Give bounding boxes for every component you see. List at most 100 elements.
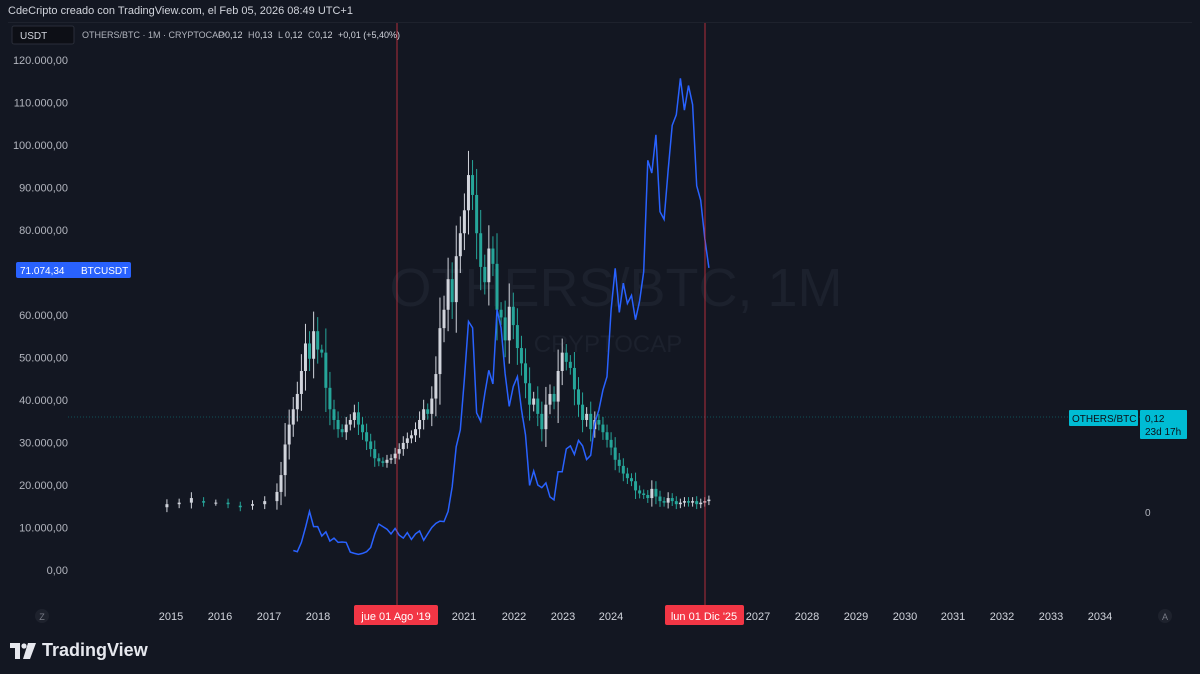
others-candle-body-110 bbox=[687, 501, 691, 503]
time-axis-year-2034: 2034 bbox=[1088, 611, 1112, 623]
time-axis-year-2027: 2027 bbox=[746, 611, 770, 623]
others-candle-body-5 bbox=[226, 502, 230, 505]
others-candle-body-23 bbox=[332, 409, 336, 420]
others-candle-body-101 bbox=[650, 488, 654, 499]
others-candle-body-13 bbox=[291, 409, 295, 425]
others-candle-body-3 bbox=[202, 501, 206, 503]
others-candle-body-21 bbox=[324, 352, 328, 388]
auto-scale-icon: A bbox=[1162, 612, 1168, 622]
others-candle-body-55 bbox=[462, 210, 466, 234]
others-candle-body-91 bbox=[609, 439, 613, 448]
others-candle-body-105 bbox=[666, 498, 670, 503]
time-axis-year-2023: 2023 bbox=[551, 611, 575, 623]
others-candle-body-42 bbox=[409, 435, 413, 439]
others-candle-body-100 bbox=[646, 494, 650, 499]
others-candle-body-61 bbox=[487, 248, 491, 283]
others-candle-body-32 bbox=[369, 441, 373, 450]
others-candle-body-12 bbox=[287, 424, 291, 445]
others-candle-body-62 bbox=[491, 248, 495, 264]
tradingview-wordmark: TradingView bbox=[42, 640, 148, 660]
others-candle-body-99 bbox=[642, 493, 646, 495]
others-candle-body-18 bbox=[312, 331, 316, 359]
others-candle-body-65 bbox=[503, 317, 507, 341]
others-candle-body-85 bbox=[585, 413, 589, 420]
others-candle-body-28 bbox=[352, 412, 356, 420]
others-btc-price-badge[interactable] bbox=[1140, 410, 1187, 439]
time-marker-badge-1[interactable] bbox=[354, 605, 438, 625]
others-candle-body-94 bbox=[621, 465, 625, 474]
time-axis[interactable]: 2015 2016 2017 2018 2021 2022 2023 2024 2027 2028… bbox=[159, 611, 1112, 623]
others-candle-body-20 bbox=[320, 349, 324, 353]
left-axis-tick-2: 100.000,00 bbox=[13, 140, 68, 152]
ohlc-value-0: 0,12 bbox=[225, 30, 243, 40]
others-candle-body-35 bbox=[381, 461, 385, 463]
time-axis-year-2030: 2030 bbox=[893, 611, 917, 623]
btcusdt-series-line bbox=[293, 78, 710, 556]
others-candle-body-98 bbox=[638, 490, 642, 494]
ohlc-value-1: 0,13 bbox=[255, 30, 273, 40]
others-candle-body-107 bbox=[674, 501, 678, 505]
time-marker-label-2: lun 01 Dic '25 bbox=[671, 611, 737, 623]
others-candle-body-72 bbox=[532, 398, 536, 405]
time-axis-year-2018: 2018 bbox=[306, 611, 330, 623]
left-price-axis[interactable]: 120.000,00 110.000,00 100.000,00 90.000,00 8… bbox=[13, 55, 68, 577]
auto-scale-button[interactable] bbox=[1158, 609, 1172, 623]
others-candle-body-92 bbox=[613, 447, 617, 460]
ohlc-value-2: 0,12 bbox=[285, 30, 303, 40]
others-candle-body-74 bbox=[540, 413, 544, 430]
others-btc-symbol-badge[interactable] bbox=[1069, 410, 1138, 426]
others-candle-body-34 bbox=[377, 458, 381, 462]
chart-frame[interactable]: USDT OTHERS/BTC · 1M · CRYPTOCAP O 0,12 H 0… bbox=[8, 22, 1192, 631]
others-candle-body-40 bbox=[401, 442, 405, 450]
others-candle-body-86 bbox=[589, 413, 593, 430]
others-candle-body-30 bbox=[361, 424, 365, 433]
others-candle-body-104 bbox=[662, 501, 666, 503]
time-marker-badge-2[interactable] bbox=[665, 605, 744, 625]
time-axis-year-2015: 2015 bbox=[159, 611, 183, 623]
others-candle-body-50 bbox=[442, 309, 446, 329]
others-candle-body-60 bbox=[483, 266, 487, 283]
others-candle-body-112 bbox=[695, 501, 699, 505]
chart-svg[interactable]: USDT OTHERS/BTC · 1M · CRYPTOCAP O 0,12 H 0… bbox=[8, 23, 1192, 631]
others-candle-body-64 bbox=[499, 309, 503, 318]
others-candle-body-78 bbox=[556, 371, 560, 402]
others-candle-body-46 bbox=[426, 409, 430, 414]
others-candle-body-109 bbox=[682, 501, 686, 503]
left-axis-tick-9: 20.000,00 bbox=[19, 480, 68, 492]
left-axis-tick-4: 80.000,00 bbox=[19, 225, 68, 237]
others-candle-body-56 bbox=[466, 175, 470, 211]
others-btc-countdown: 23d 17h bbox=[1145, 427, 1181, 438]
others-candle-body-36 bbox=[385, 459, 389, 463]
others-candle-body-9 bbox=[275, 491, 279, 502]
ohlc-key-0: O bbox=[218, 30, 225, 40]
others-candle-body-10 bbox=[279, 475, 283, 492]
others-candle-body-115 bbox=[707, 499, 711, 502]
left-axis-tick-1: 110.000,00 bbox=[14, 98, 68, 110]
others-candle-body-4 bbox=[214, 502, 218, 504]
left-axis-tick-3: 90.000,00 bbox=[19, 183, 68, 195]
left-axis-tick-5: 60.000,00 bbox=[19, 310, 68, 322]
others-candle-body-29 bbox=[356, 412, 360, 425]
time-axis-year-2032: 2032 bbox=[990, 611, 1014, 623]
others-candle-body-37 bbox=[389, 458, 393, 460]
others-candle-body-95 bbox=[625, 473, 629, 479]
others-candle-body-111 bbox=[691, 501, 695, 503]
zoom-reset-button[interactable] bbox=[35, 609, 49, 623]
others-candle-body-38 bbox=[393, 453, 397, 459]
footer-bar: TradingView bbox=[0, 630, 1200, 674]
others-candle-body-1 bbox=[177, 502, 181, 505]
others-candle-body-52 bbox=[450, 279, 454, 303]
tradingview-logo[interactable]: TradingView bbox=[10, 640, 148, 661]
others-candle-body-71 bbox=[528, 383, 532, 405]
btcusdt-price-value: 71.074,34 bbox=[20, 266, 65, 277]
currency-badge-label: USDT bbox=[20, 31, 47, 42]
others-candle-body-48 bbox=[434, 374, 438, 399]
others-candle-body-93 bbox=[617, 459, 621, 466]
others-candle-body-90 bbox=[605, 432, 609, 440]
symbol-label[interactable]: OTHERS/BTC · 1M · CRYPTOCAP bbox=[82, 30, 224, 40]
others-candle-body-8 bbox=[263, 501, 267, 505]
others-candle-body-44 bbox=[418, 419, 422, 430]
btcusdt-price-badge[interactable] bbox=[16, 262, 131, 278]
others-candle-body-59 bbox=[479, 233, 483, 267]
currency-badge[interactable] bbox=[11, 25, 75, 45]
